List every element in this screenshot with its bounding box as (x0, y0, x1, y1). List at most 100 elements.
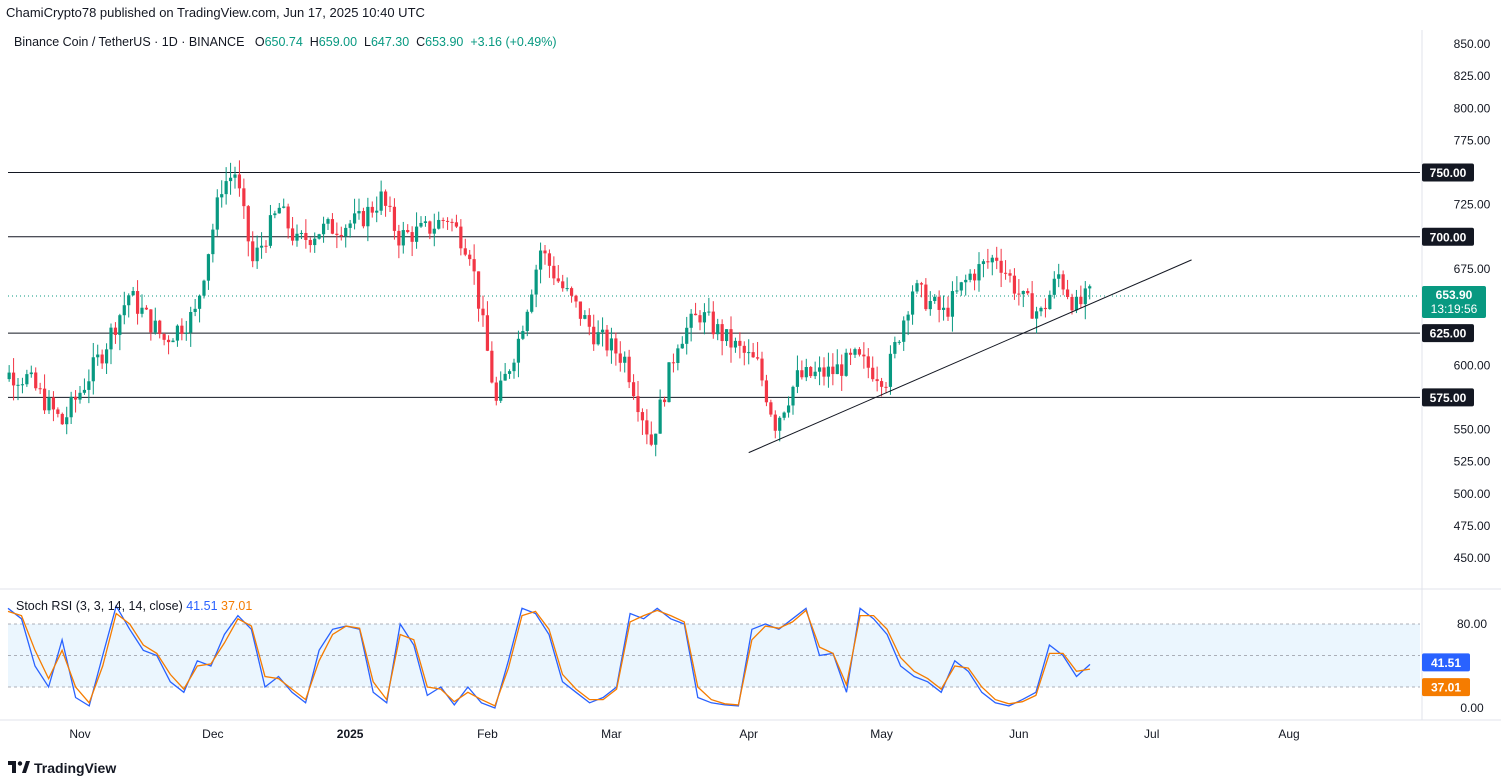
candle-body (866, 356, 870, 368)
candle-body (481, 308, 485, 316)
candle-body (835, 364, 839, 375)
candle-body (397, 230, 401, 246)
candle-body (326, 219, 330, 224)
candle-body (122, 305, 126, 316)
candle-body (764, 380, 769, 403)
candle-body (419, 222, 423, 227)
candle-body (609, 338, 614, 351)
price-tick-label: 775.00 (1454, 133, 1491, 147)
candle-body (273, 213, 277, 216)
candle-body (813, 371, 817, 377)
candle-body (1039, 307, 1043, 312)
candle-body (826, 366, 831, 377)
candle-body (1012, 275, 1017, 294)
candle-body (959, 282, 963, 291)
candle-body (193, 308, 197, 312)
current-price-badge-price: 653.90 (1436, 288, 1473, 302)
candle-body (693, 313, 698, 316)
candle-body (897, 341, 901, 343)
candle-body (414, 226, 419, 242)
candle-body (751, 352, 755, 358)
price-tick-label: 475.00 (1454, 519, 1491, 533)
low-value: 647.30 (370, 35, 410, 49)
symbol-legend[interactable]: Binance Coin / TetherUS · 1D · BINANCE O… (14, 35, 557, 49)
candle-body (893, 342, 897, 354)
candle-body (211, 229, 215, 255)
candle-body (153, 320, 157, 333)
time-tick-label: Jun (1009, 727, 1028, 741)
stoch-tick-label: 0.00 (1460, 701, 1484, 715)
candle-body (1021, 291, 1025, 295)
symbol-name[interactable]: Binance Coin / TetherUS · 1D · BINANCE (14, 35, 245, 49)
candle-body (990, 257, 994, 263)
candle-body (742, 345, 746, 353)
candle-body (578, 301, 583, 319)
candle-body (144, 307, 149, 310)
level-badge-label: 625.00 (1430, 327, 1467, 341)
candle-body (392, 206, 397, 231)
candle-body (450, 221, 454, 223)
candle-body (20, 384, 25, 386)
candle-body (321, 223, 326, 235)
candle-body (472, 259, 476, 272)
candle-body (437, 219, 441, 229)
candle-body (999, 260, 1003, 273)
candle-body (290, 228, 295, 241)
stoch-rsi-legend[interactable]: Stoch RSI (3, 3, 14, 14, close) 41.51 37… (16, 599, 252, 613)
candle-body (197, 295, 202, 309)
candle-body (118, 315, 122, 335)
candle-body (463, 248, 467, 255)
candle-body (100, 354, 104, 364)
candle-body (503, 373, 507, 381)
candle-body (640, 412, 645, 421)
price-tick-label: 550.00 (1454, 423, 1491, 437)
candle-body (928, 301, 932, 310)
candle-body (707, 311, 711, 313)
candle-body (1079, 296, 1083, 305)
candle-body (950, 291, 955, 317)
time-tick-label: Nov (69, 727, 90, 741)
candle-body (671, 362, 676, 364)
candle-body (73, 396, 78, 400)
candle-body (277, 207, 281, 214)
price-tick-label: 675.00 (1454, 262, 1491, 276)
price-tick-label: 525.00 (1454, 455, 1491, 469)
candle-body (286, 206, 290, 229)
candle-body (724, 329, 729, 342)
stoch-value-badge (1422, 678, 1470, 697)
candle-body (149, 309, 153, 333)
stoch-title: Stoch RSI (3, 3, 14, 14, close) (16, 599, 183, 613)
time-tick-label: May (870, 727, 893, 741)
candle-body (459, 226, 463, 249)
candle-body (432, 228, 436, 234)
candle-body (69, 396, 73, 418)
close-label: C (416, 35, 426, 49)
price-tick-label: 825.00 (1454, 69, 1491, 83)
candle-body (494, 382, 498, 401)
footer-brand[interactable]: TradingView (8, 760, 116, 776)
candle-body (127, 295, 131, 306)
candle-body (924, 284, 928, 310)
candle-body (485, 315, 490, 351)
price-tick-label: 725.00 (1454, 198, 1491, 212)
candle-body (658, 399, 662, 434)
candle-body (689, 313, 693, 328)
candle-body (335, 233, 339, 235)
candle-body (180, 325, 184, 334)
candle-body (1043, 307, 1048, 310)
candle-body (534, 269, 538, 295)
candle-body (848, 352, 853, 355)
candle-body (379, 191, 383, 211)
level-badge-label: 750.00 (1430, 166, 1467, 180)
candle-body (158, 320, 162, 335)
candle-body (915, 283, 919, 292)
brand-name: TradingView (34, 760, 117, 776)
candle-body (574, 295, 578, 302)
candle-body (313, 238, 317, 246)
candle-body (910, 291, 915, 315)
candle-body (91, 357, 95, 382)
candle-body (388, 205, 392, 207)
candle-body (702, 312, 707, 323)
open-label: O (254, 35, 265, 49)
